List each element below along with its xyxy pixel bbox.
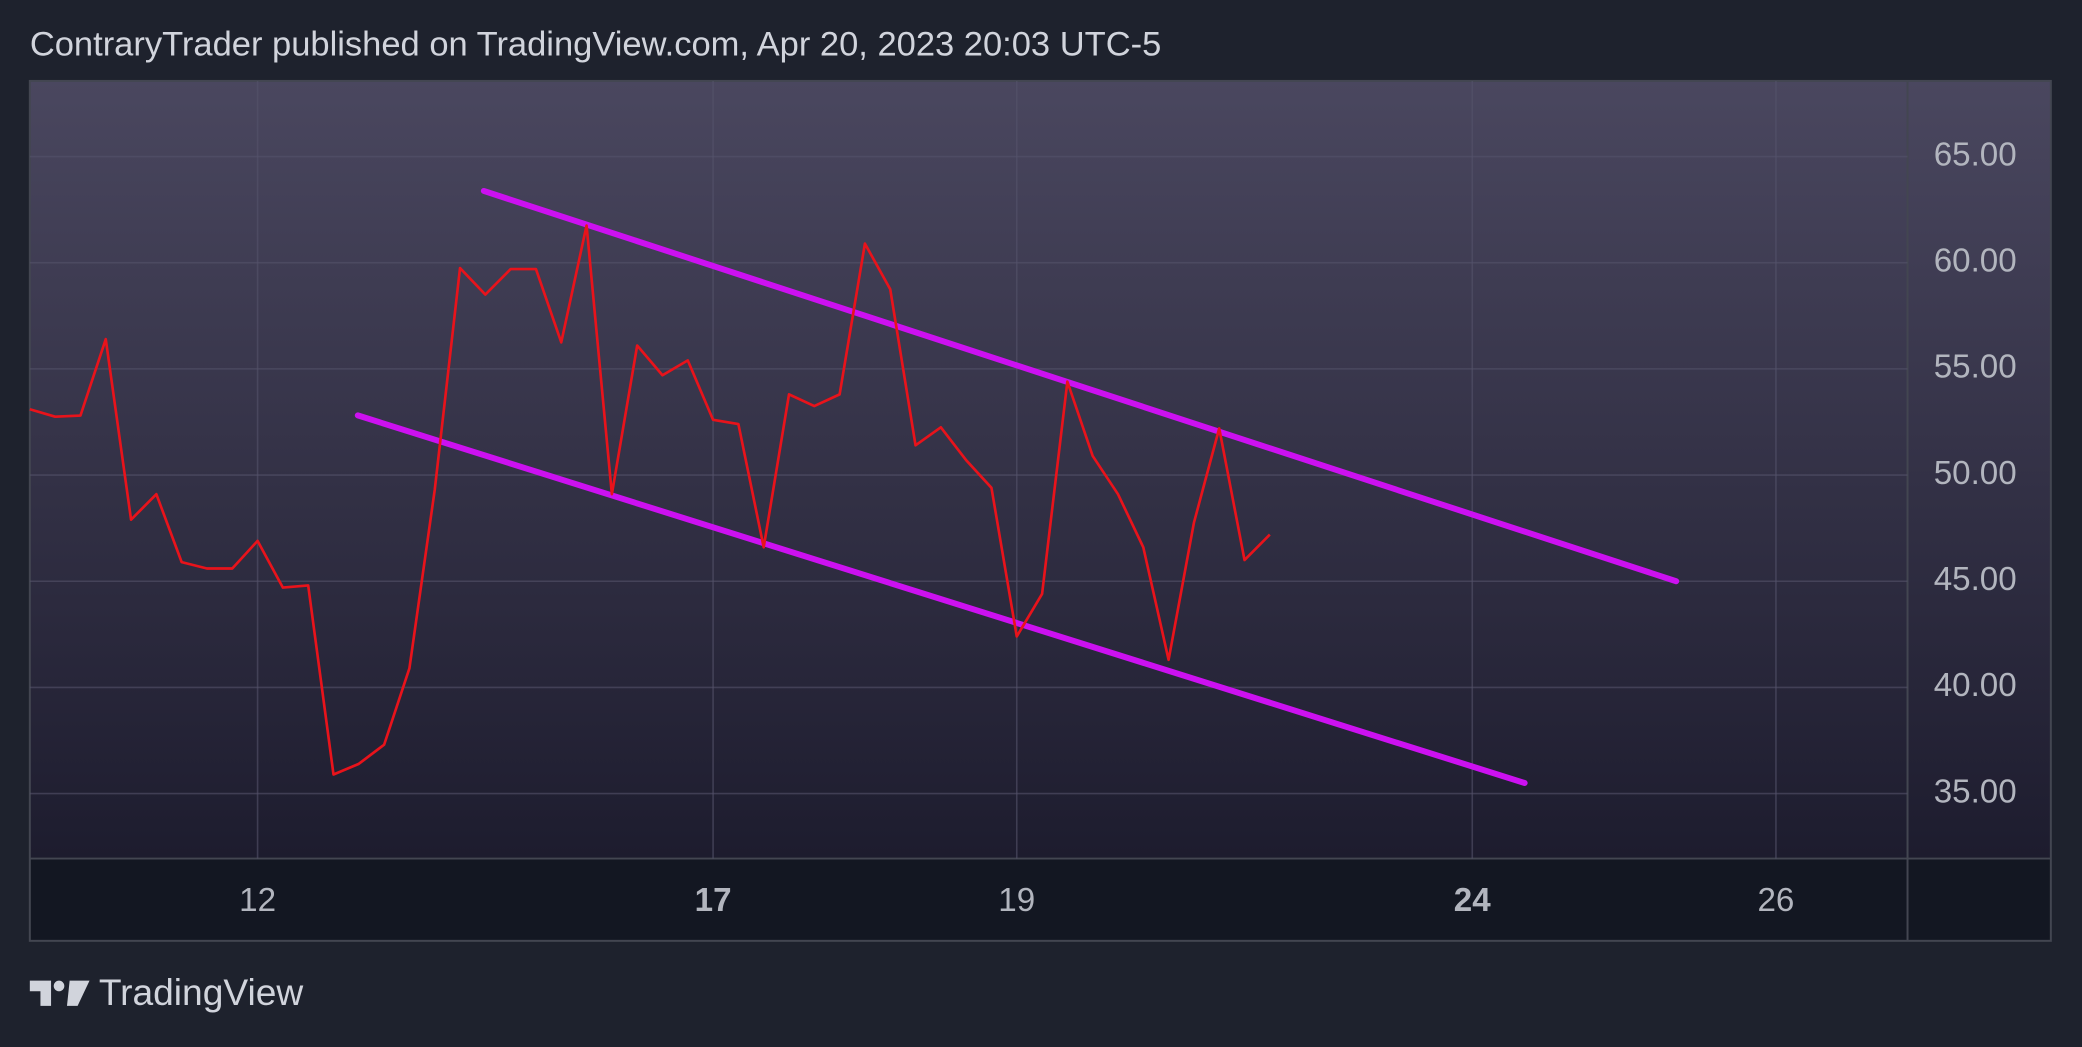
x-tick-label: 17 <box>695 882 732 919</box>
plot-background <box>29 80 2051 859</box>
y-tick-label: 60.00 <box>1934 242 2017 279</box>
x-tick-label: 12 <box>239 882 276 919</box>
x-tick-label: 24 <box>1454 882 1491 919</box>
chart-frame <box>28 79 2052 942</box>
y-tick-label: 55.00 <box>1934 349 2017 386</box>
y-tick-label: 45.00 <box>1934 561 2017 598</box>
x-tick-label: 26 <box>1757 882 1794 919</box>
price-line <box>29 224 1271 776</box>
y-tick-label: 50.00 <box>1934 455 2017 492</box>
x-tick-label: 19 <box>998 882 1035 919</box>
tradingview-logo <box>29 980 90 1006</box>
footer-brand: TradingView <box>99 971 304 1013</box>
publish-header: ContraryTrader published on TradingView.… <box>30 26 1161 64</box>
y-tick-label: 65.00 <box>1934 136 2017 173</box>
trend-line <box>354 412 1528 786</box>
time-axis-panel <box>29 858 2051 941</box>
y-tick-label: 40.00 <box>1934 667 2017 704</box>
y-tick-label: 35.00 <box>1934 773 2017 810</box>
trend-line <box>480 187 1680 585</box>
